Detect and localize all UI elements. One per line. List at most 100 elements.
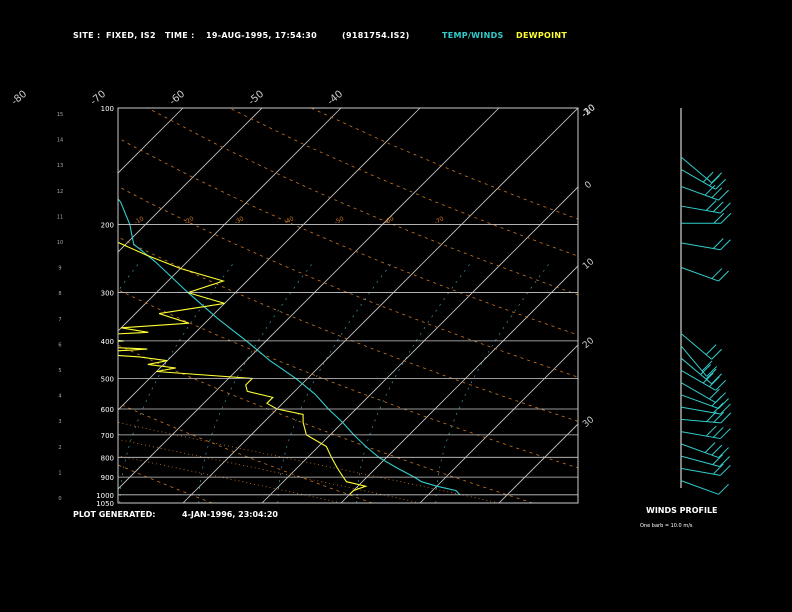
wind-barb-flag — [702, 171, 714, 183]
isotherm-line — [0, 108, 104, 503]
wind-barb-flag — [720, 239, 731, 251]
isotherm-line — [657, 108, 792, 503]
wind-barb-shaft — [680, 205, 721, 214]
pressure-tick-label: 900 — [101, 474, 114, 482]
wind-barb-flag — [718, 270, 729, 282]
theta-label: -70 — [433, 215, 445, 226]
isotherm-line — [577, 502, 578, 503]
pressure-tick-label: 100 — [101, 105, 114, 113]
mixing-ratio-line — [0, 262, 21, 503]
wind-barb-flag — [705, 368, 717, 380]
wind-barb-flag — [715, 379, 726, 391]
pressure-tick-label: 1000 — [96, 492, 114, 500]
plot-area — [0, 108, 792, 503]
wind-barb-shaft — [680, 185, 719, 201]
height-tick-label: 6 — [58, 342, 61, 348]
wind-barb-shaft — [680, 345, 708, 377]
wind-barb-flag — [713, 411, 725, 423]
wind-barb-flag — [711, 187, 723, 199]
wind-barb-flag — [720, 464, 731, 476]
plot-generated-value: 4-JAN-1996, 23:04:20 — [182, 510, 278, 519]
isotherm-right-label: 20 — [581, 336, 596, 351]
height-tick-label: 3 — [58, 419, 61, 425]
dry-adiabat-line — [229, 108, 578, 257]
file-id: (9181754.IS2) — [342, 31, 410, 40]
wind-barb-flag — [715, 392, 726, 403]
wind-barb-flag — [709, 376, 720, 388]
wind-barb-flag — [700, 364, 711, 375]
wind-barb-flag — [713, 212, 725, 224]
wind-barb-flag — [712, 402, 724, 414]
wind-barb-shaft — [680, 168, 716, 190]
mixing-ratio-line — [118, 261, 140, 292]
theta-label: -60 — [383, 215, 395, 226]
dry-adiabat-line — [147, 108, 578, 296]
wind-barb-flag — [719, 456, 730, 467]
winds-profile-title: WINDS PROFILE — [646, 506, 718, 515]
isotherm-line — [118, 108, 421, 411]
moist-adiabat-line — [118, 455, 342, 503]
mixing-ratio-line — [277, 261, 393, 503]
wind-barb-flag — [711, 348, 722, 360]
wind-barb-shaft — [680, 333, 712, 360]
pressure-tick-label: 600 — [101, 406, 114, 414]
isotherm-top-label: -60 — [168, 89, 188, 108]
wind-barb-shaft — [680, 242, 721, 251]
height-tick-label: 14 — [57, 138, 63, 144]
isotherm-right-label: 30 — [581, 415, 596, 430]
wind-barb-flag — [720, 202, 731, 214]
isotherm-line — [261, 186, 578, 503]
dry-adiabat-line — [0, 108, 52, 503]
wind-barb-shaft — [680, 467, 721, 476]
wind-barb-flag — [702, 372, 714, 384]
wind-barb-flag — [712, 201, 724, 213]
wind-barb-shaft — [680, 480, 719, 495]
isotherm-top-label: -80 — [10, 89, 30, 108]
dewpoint-legend: DEWPOINT — [516, 31, 568, 40]
dry-adiabat-line — [311, 108, 578, 220]
theta-label: -10 — [133, 215, 145, 226]
wind-barb-flag — [720, 412, 732, 424]
wind-barb-note: One barb = 10.0 m/s — [640, 523, 693, 529]
time-value: 19-AUG-1995, 17:54:30 — [206, 31, 317, 40]
moist-adiabat-line — [118, 421, 500, 503]
theta-label: -30 — [233, 215, 245, 226]
isotherm-line — [182, 108, 578, 503]
isotherm-line — [118, 108, 500, 490]
mixing-ratio-line — [119, 261, 235, 503]
wind-barb-shaft — [680, 394, 719, 409]
wind-barb-flag — [709, 175, 720, 187]
height-tick-label: 0 — [58, 496, 61, 502]
pressure-tick-label: 800 — [101, 454, 114, 462]
dry-adiabat-line — [118, 185, 578, 378]
wind-barb-shaft — [680, 406, 721, 415]
wind-barb-flag — [712, 238, 724, 249]
isotherm-line — [419, 344, 578, 503]
height-tick-label: 15 — [57, 112, 63, 118]
pressure-tick-label: 1050 — [96, 500, 114, 508]
wind-barb-flag — [712, 454, 724, 465]
wind-barb-shaft — [680, 431, 721, 440]
time-label: TIME : — [165, 31, 195, 40]
isotherm-line — [340, 265, 578, 503]
wind-barb-flag — [706, 366, 718, 377]
theta-label: -50 — [333, 215, 345, 226]
wind-barb-flag — [709, 388, 720, 400]
height-tick-label: 12 — [57, 189, 63, 195]
height-tick-label: 2 — [58, 445, 61, 451]
height-tick-label: 8 — [58, 291, 61, 297]
dry-adiabat-line — [118, 289, 578, 469]
dry-adiabat-line — [118, 344, 533, 503]
wind-barb-flag — [712, 463, 724, 475]
wind-barb-flag — [718, 447, 729, 458]
isotherm-line — [498, 423, 578, 503]
site-label: SITE : — [73, 31, 101, 40]
pressure-tick-label: 300 — [101, 290, 114, 298]
isotherm-line — [118, 108, 184, 174]
isotherm-right-label: 10 — [581, 257, 596, 272]
dry-adiabat-line — [118, 464, 213, 503]
wind-barb-flag — [701, 360, 713, 372]
theta-label: -40 — [283, 215, 295, 226]
wind-barb-flag — [718, 189, 729, 201]
isotherm-top-label: -40 — [326, 89, 346, 108]
